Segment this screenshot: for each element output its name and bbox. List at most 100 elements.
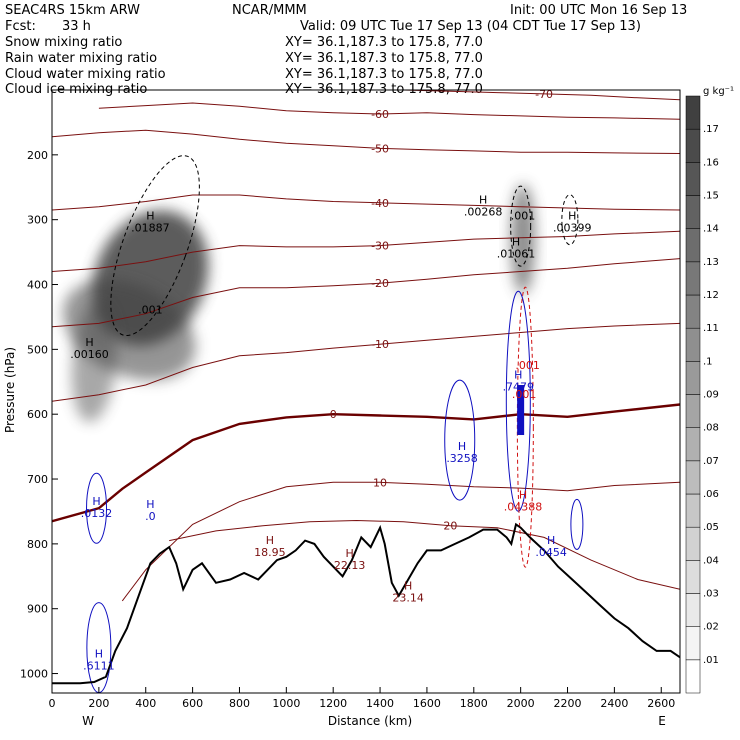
high-letter: H [519, 488, 527, 501]
field-xy-snow: XY= 36.1,187.3 to 175.8, 77.0 [285, 35, 483, 50]
high-value: .00268 [464, 205, 503, 218]
x-tick-label: 1000 [272, 697, 300, 710]
x-tick-label: 1200 [319, 697, 347, 710]
colorbar-cell [685, 261, 701, 296]
temperature-contour--20 [52, 258, 680, 328]
colorbar-cell [685, 659, 701, 694]
colorbar-label: .12 [703, 290, 719, 301]
colorbar-label: .06 [703, 489, 719, 500]
high-letter: H [95, 647, 103, 660]
x-tick-label: 800 [229, 697, 250, 710]
temperature-contour-label: -40 [371, 197, 389, 210]
temperature-contour-0 [52, 403, 680, 523]
direction-west: W [82, 714, 94, 728]
temperature-contour-label: -30 [371, 240, 389, 253]
high-value: .01061 [497, 248, 536, 261]
high-value: .3258 [446, 452, 478, 465]
high-marker: H.0 [145, 498, 156, 523]
colorbar-label: .07 [703, 456, 719, 467]
x-tick-label: 2600 [647, 697, 675, 710]
colorbar-cell [685, 626, 701, 661]
high-value: 23.14 [392, 591, 424, 604]
x-axis-label: Distance (km) [328, 714, 412, 728]
high-value: .0454 [535, 546, 567, 559]
high-letter: H [146, 210, 154, 223]
terrain-line [52, 522, 680, 685]
high-marker: H.00268 [464, 193, 503, 218]
y-tick-label: 500 [27, 343, 48, 356]
x-tick-label: 2400 [600, 697, 628, 710]
high-letter: H [568, 210, 576, 223]
temperature-contour-10 [121, 481, 680, 602]
direction-east: E [658, 714, 666, 728]
high-value: .7479 [503, 381, 535, 394]
colorbar-cell [685, 128, 701, 163]
snow-shading [63, 184, 535, 423]
temperature-contour-label: -60 [371, 108, 389, 121]
temperature-contour-label: -50 [371, 142, 389, 155]
colorbar-cell [685, 526, 701, 561]
contour-value-label: .001 [511, 210, 536, 223]
colorbar-cell [685, 228, 701, 263]
high-marker: H.0132 [81, 495, 113, 520]
x-tick-label: 1600 [413, 697, 441, 710]
high-letter: H [458, 440, 466, 453]
temperature-contour--60 [98, 102, 680, 120]
y-tick-label: 700 [27, 473, 48, 486]
field-name-snow: Snow mixing ratio [5, 35, 122, 50]
high-value: .01887 [131, 222, 170, 235]
colorbar-label: .04 [703, 555, 719, 566]
high-marker: H.7479 [503, 369, 535, 394]
high-value: .6111 [83, 659, 115, 672]
temperature-contour--70 [403, 90, 680, 101]
colorbar-cell [685, 294, 701, 329]
terrain-profile [52, 522, 680, 685]
temperature-contour-20 [169, 519, 680, 590]
colorbar-label: .05 [703, 522, 719, 533]
high-letter: H [92, 495, 100, 508]
colorbar-cell [685, 593, 701, 627]
model-title: SEAC4RS 15km ARW [5, 3, 140, 18]
colorbar-cell [685, 195, 701, 229]
high-letter: H [404, 579, 412, 592]
center-title: NCAR/MMM [232, 3, 307, 18]
valid-time: Valid: 09 UTC Tue 17 Sep 13 (04 CDT Tue … [300, 19, 641, 34]
mixing-ratio-contour [570, 498, 584, 550]
high-letter: H [266, 534, 274, 547]
mixing-ratio-contour [444, 379, 476, 501]
high-marker: H.00399 [553, 210, 592, 235]
colorbar-cell [685, 327, 701, 362]
temperature-contour-label: -70 [535, 88, 553, 101]
mixing-ratio-contour [110, 155, 200, 337]
high-marker: H22.13 [334, 547, 366, 572]
x-tick-label: 1800 [460, 697, 488, 710]
high-marker: H.01887 [131, 210, 170, 235]
y-tick-label: 300 [27, 214, 48, 227]
colorbar-label: .01 [703, 655, 719, 666]
high-letter: H [514, 369, 522, 382]
colorbar: .01 .02 .03 .04 .05 .06 .07 .08 .09 .1 .11 .12 .13 .1… [685, 95, 719, 694]
colorbar-label: .13 [703, 257, 719, 268]
mixing-ratio-contour [86, 472, 108, 544]
init-time: Init: 00 UTC Mon 16 Sep 13 [510, 3, 687, 18]
colorbar-label: .09 [703, 390, 719, 401]
high-marker: H.6111 [83, 647, 115, 672]
high-letter: H [146, 498, 154, 511]
colorbar-cell [685, 361, 701, 395]
snow-shading-blob [71, 302, 117, 423]
high-value: 18.95 [254, 546, 286, 559]
high-value: .0132 [81, 507, 113, 520]
colorbar-cell [685, 95, 701, 130]
fcst-label: Fcst: [5, 19, 36, 34]
x-tick-label: 400 [135, 697, 156, 710]
x-tick-label: 200 [88, 697, 109, 710]
x-tick-label: 1400 [366, 697, 394, 710]
field-name-rain: Rain water mixing ratio [5, 51, 157, 66]
x-tick-label: 2000 [507, 697, 535, 710]
mixing-ratio-contour [561, 194, 579, 246]
mixing-ratio-contour [505, 290, 531, 512]
fcst-value: 33 h [62, 19, 91, 34]
high-letter: H [512, 236, 520, 249]
colorbar-cell [685, 460, 701, 495]
